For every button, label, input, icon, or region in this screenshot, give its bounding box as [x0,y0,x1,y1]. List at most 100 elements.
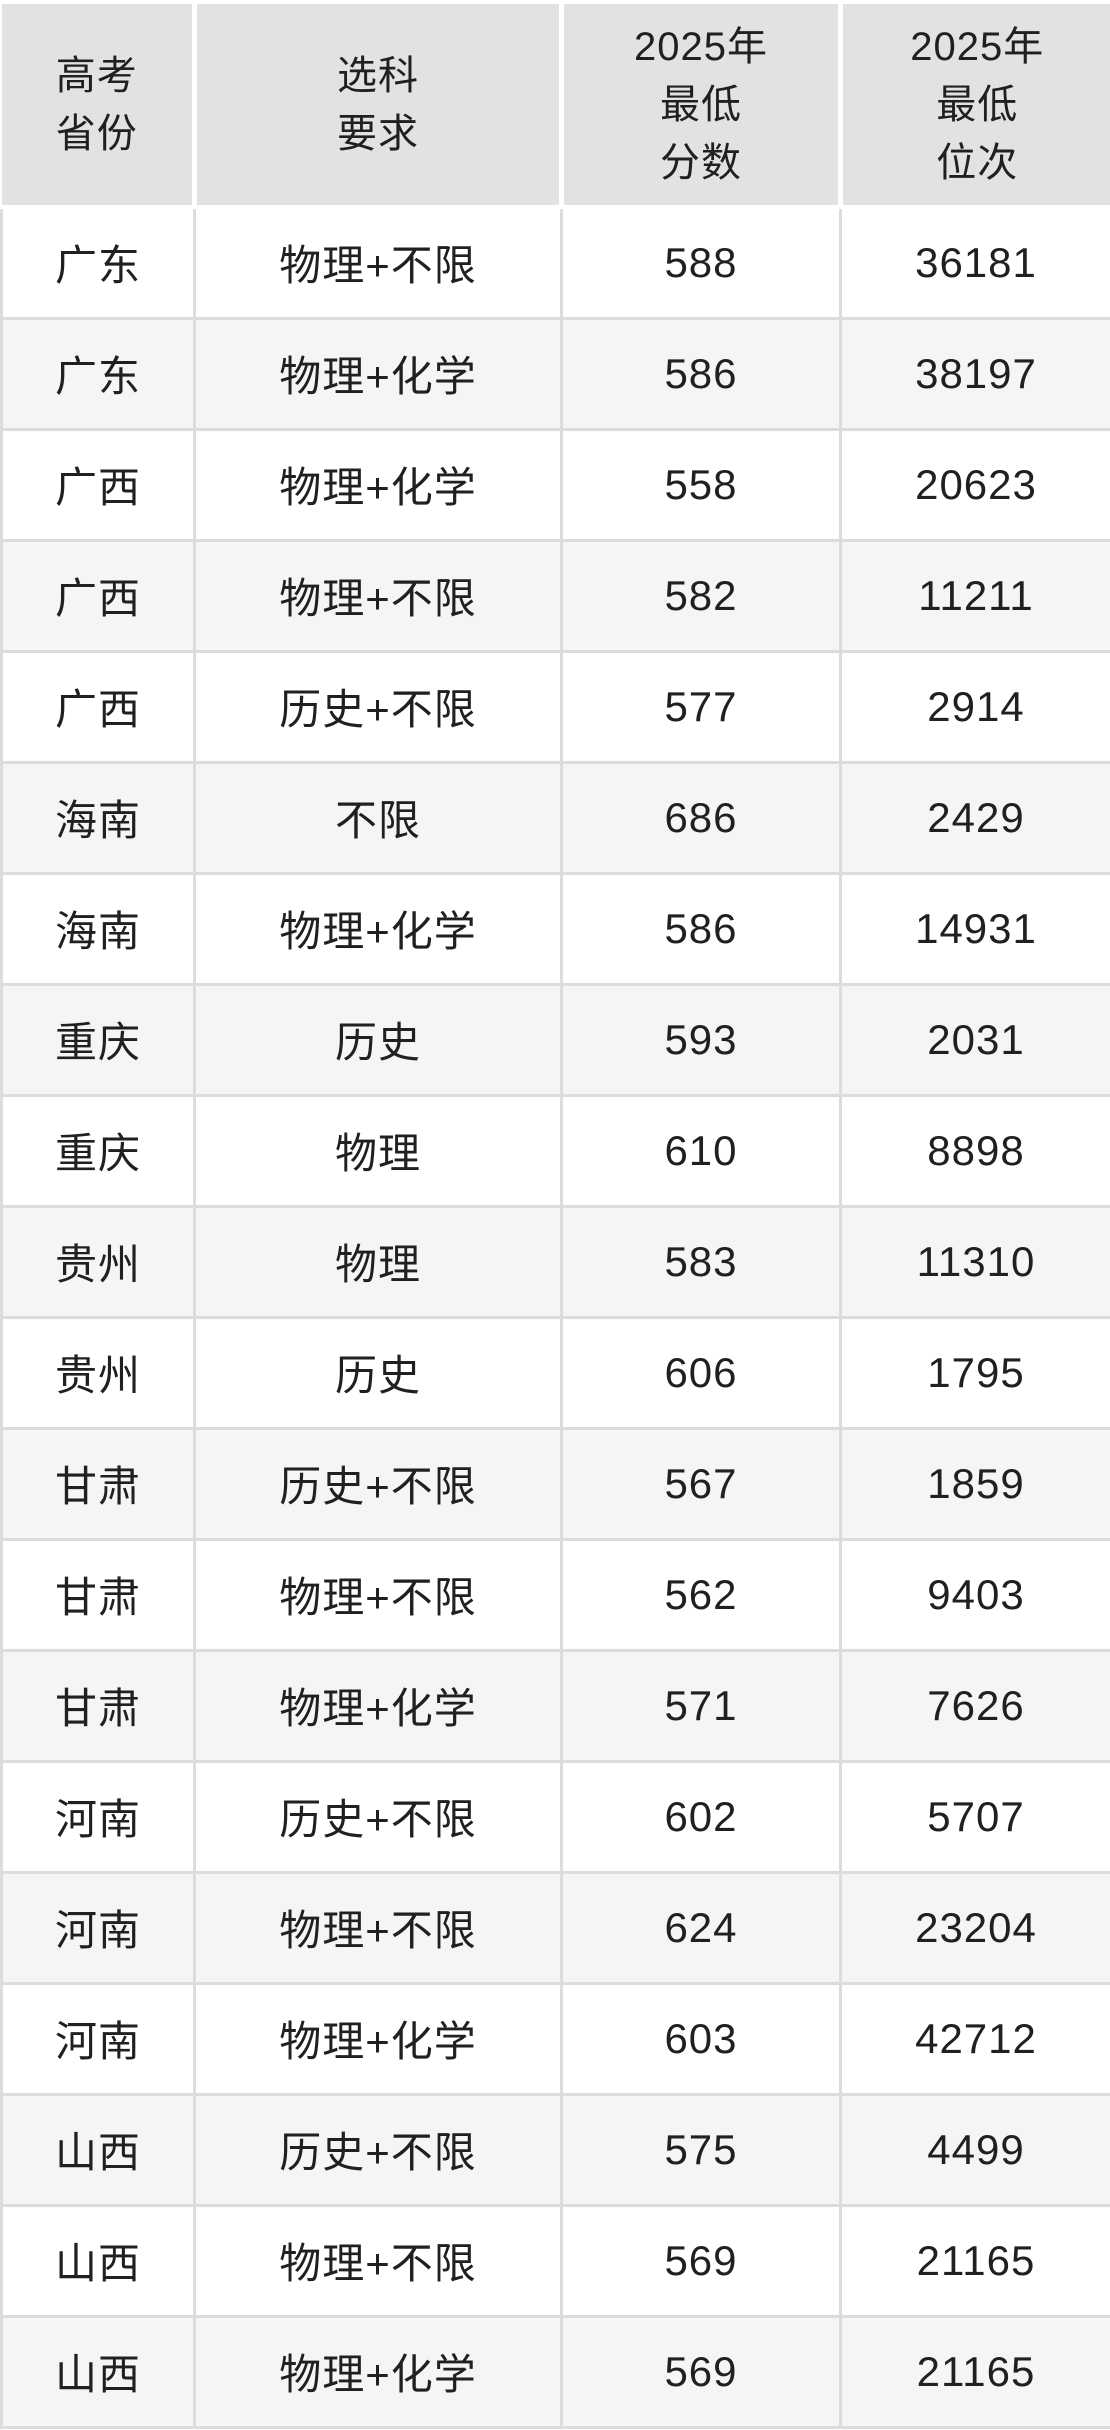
cell-province: 广东 [0,205,196,320]
table-row: 山西 物理+化学 569 21165 [0,2314,1110,2429]
cell-subject-requirement: 物理 [193,1093,563,1208]
cell-min-score: 569 [560,2314,842,2429]
cell-subject-requirement: 物理+化学 [193,2314,563,2429]
cell-subject-requirement: 物理+不限 [193,1537,563,1652]
cell-province: 海南 [0,760,196,875]
cell-min-rank: 9403 [839,1537,1110,1652]
cell-province: 甘肃 [0,1426,196,1541]
table-row: 重庆 物理 610 8898 [0,1093,1110,1208]
table-row: 广东 物理+不限 588 36181 [0,205,1110,320]
column-header-min-rank-2025: 2025年 最低 位次 [838,0,1110,209]
cell-min-score: 567 [560,1426,842,1541]
cell-province: 河南 [0,1759,196,1874]
table-body: 广东 物理+不限 588 36181 广东 物理+化学 586 38197 广西 物理+化学 558… [0,205,1110,2429]
table-row: 甘肃 历史+不限 567 1859 [0,1426,1110,1541]
cell-min-rank: 2031 [839,982,1110,1097]
cell-min-rank: 7626 [839,1648,1110,1763]
cell-province: 贵州 [0,1315,196,1430]
cell-min-score: 610 [560,1093,842,1208]
cell-min-score: 586 [560,871,842,986]
cell-min-score: 606 [560,1315,842,1430]
cell-min-score: 571 [560,1648,842,1763]
cell-subject-requirement: 物理+不限 [193,1870,563,1985]
cell-min-rank: 4499 [839,2092,1110,2207]
cell-min-rank: 8898 [839,1093,1110,1208]
cell-subject-requirement: 物理+化学 [193,871,563,986]
cell-province: 河南 [0,1981,196,2096]
cell-province: 重庆 [0,982,196,1097]
cell-subject-requirement: 物理+化学 [193,316,563,431]
cell-min-rank: 11211 [839,538,1110,653]
cell-min-score: 582 [560,538,842,653]
cell-min-rank: 1859 [839,1426,1110,1541]
cell-subject-requirement: 历史+不限 [193,2092,563,2207]
cell-min-score: 624 [560,1870,842,1985]
cell-min-rank: 36181 [839,205,1110,320]
cell-min-score: 562 [560,1537,842,1652]
column-header-min-score-2025: 2025年 最低 分数 [559,0,841,209]
cell-min-score: 569 [560,2203,842,2318]
cell-province: 甘肃 [0,1537,196,1652]
cell-province: 山西 [0,2314,196,2429]
cell-min-score: 593 [560,982,842,1097]
cell-min-score: 602 [560,1759,842,1874]
cell-min-score: 686 [560,760,842,875]
table-row: 海南 不限 686 2429 [0,760,1110,875]
cell-province: 甘肃 [0,1648,196,1763]
cell-province: 广西 [0,427,196,542]
header-row: 高考 省份 选科 要求 2025年 最低 分数 2025年 最低 位次 [1,0,1110,209]
table-row: 山西 物理+不限 569 21165 [0,2203,1110,2318]
table-row: 广东 物理+化学 586 38197 [0,316,1110,431]
table-row: 甘肃 物理+化学 571 7626 [0,1648,1110,1763]
cell-min-rank: 23204 [839,1870,1110,1985]
table-row: 贵州 物理 583 11310 [0,1204,1110,1319]
column-header-province: 高考 省份 [1,0,195,209]
cell-province: 山西 [0,2203,196,2318]
cell-subject-requirement: 物理+不限 [193,2203,563,2318]
table-row: 广西 物理+化学 558 20623 [0,427,1110,542]
cell-min-rank: 1795 [839,1315,1110,1430]
cell-subject-requirement: 物理+不限 [193,538,563,653]
table-row: 海南 物理+化学 586 14931 [0,871,1110,986]
cell-province: 河南 [0,1870,196,1985]
table-row: 广西 历史+不限 577 2914 [0,649,1110,764]
cell-province: 贵州 [0,1204,196,1319]
cell-subject-requirement: 不限 [193,760,563,875]
cell-min-rank: 14931 [839,871,1110,986]
cell-min-rank: 5707 [839,1759,1110,1874]
cell-subject-requirement: 历史+不限 [193,1759,563,1874]
table-row: 河南 物理+化学 603 42712 [0,1981,1110,2096]
cell-min-score: 588 [560,205,842,320]
cell-subject-requirement: 物理+化学 [193,427,563,542]
cell-province: 广西 [0,649,196,764]
cell-subject-requirement: 物理+化学 [193,1648,563,1763]
table-row: 山西 历史+不限 575 4499 [0,2092,1110,2207]
cell-min-score: 603 [560,1981,842,2096]
table-row: 贵州 历史 606 1795 [0,1315,1110,1430]
cell-subject-requirement: 物理+不限 [193,205,563,320]
cell-subject-requirement: 物理 [193,1204,563,1319]
cell-min-rank: 38197 [839,316,1110,431]
cell-subject-requirement: 历史 [193,1315,563,1430]
cell-province: 山西 [0,2092,196,2207]
cell-min-score: 586 [560,316,842,431]
cell-province: 广西 [0,538,196,653]
cell-min-rank: 11310 [839,1204,1110,1319]
cell-province: 海南 [0,871,196,986]
cell-min-score: 575 [560,2092,842,2207]
table-row: 河南 历史+不限 602 5707 [0,1759,1110,1874]
cell-min-rank: 21165 [839,2203,1110,2318]
cell-min-rank: 2914 [839,649,1110,764]
cell-subject-requirement: 历史 [193,982,563,1097]
table-row: 广西 物理+不限 582 11211 [0,538,1110,653]
cell-min-rank: 20623 [839,427,1110,542]
table-row: 河南 物理+不限 624 23204 [0,1870,1110,1985]
cell-min-score: 577 [560,649,842,764]
cell-subject-requirement: 历史+不限 [193,1426,563,1541]
cell-min-rank: 21165 [839,2314,1110,2429]
cell-min-rank: 2429 [839,760,1110,875]
cell-min-rank: 42712 [839,1981,1110,2096]
cell-min-score: 583 [560,1204,842,1319]
table-header: 高考 省份 选科 要求 2025年 最低 分数 2025年 最低 位次 [1,0,1110,209]
